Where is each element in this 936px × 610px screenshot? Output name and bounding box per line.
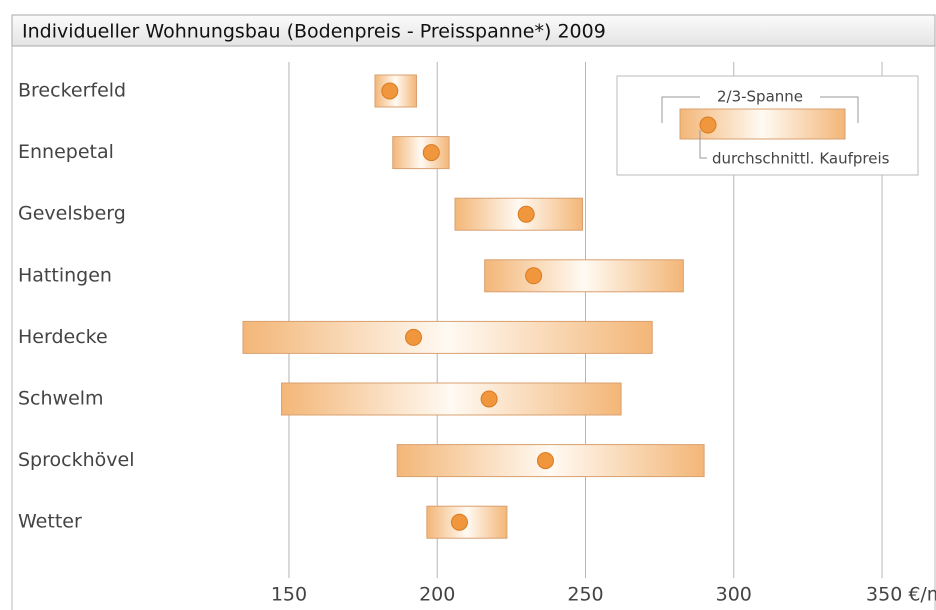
legend-dot [699, 116, 717, 134]
x-tick-label: 200 [419, 584, 455, 606]
chart-title: Individueller Wohnungsbau (Bodenpreis - … [22, 21, 606, 43]
range-bar [242, 320, 653, 354]
header [11, 14, 936, 47]
category-label: Ennepetal [18, 141, 114, 163]
legend: 2/3-Spanne durchschnittl. Kaufpreis [616, 75, 919, 176]
mean-dot [525, 267, 543, 285]
x-tick-label: 350 €/m² [866, 584, 936, 606]
mean-dot [480, 390, 498, 408]
range-bar [392, 136, 450, 170]
mean-dot [405, 328, 423, 346]
legend-pointer [699, 130, 707, 159]
mean-dot [422, 144, 440, 162]
category-label: Hattingen [18, 264, 112, 286]
mean-dot [536, 452, 554, 470]
category-label: Schwelm [18, 388, 104, 410]
mean-dot [450, 513, 468, 531]
category-label: Herdecke [18, 326, 108, 348]
range-bar [281, 382, 622, 416]
mean-dot [381, 82, 399, 100]
legend-label: 2/3-Spanne [717, 88, 803, 106]
x-tick-label: 300 [716, 584, 752, 606]
range-bar [484, 259, 684, 293]
category-label: Gevelsberg [18, 203, 126, 225]
mean-dot [517, 205, 535, 223]
category-label: Wetter [18, 511, 82, 533]
x-tick-label: 250 [567, 584, 603, 606]
legend-bracket [820, 96, 859, 123]
x-tick-label: 150 [271, 584, 307, 606]
category-label: Breckerfeld [18, 80, 126, 102]
legend-label: durchschnittl. Kaufpreis [712, 150, 890, 168]
legend-bracket [661, 96, 700, 123]
category-label: Sprockhövel [18, 449, 134, 471]
